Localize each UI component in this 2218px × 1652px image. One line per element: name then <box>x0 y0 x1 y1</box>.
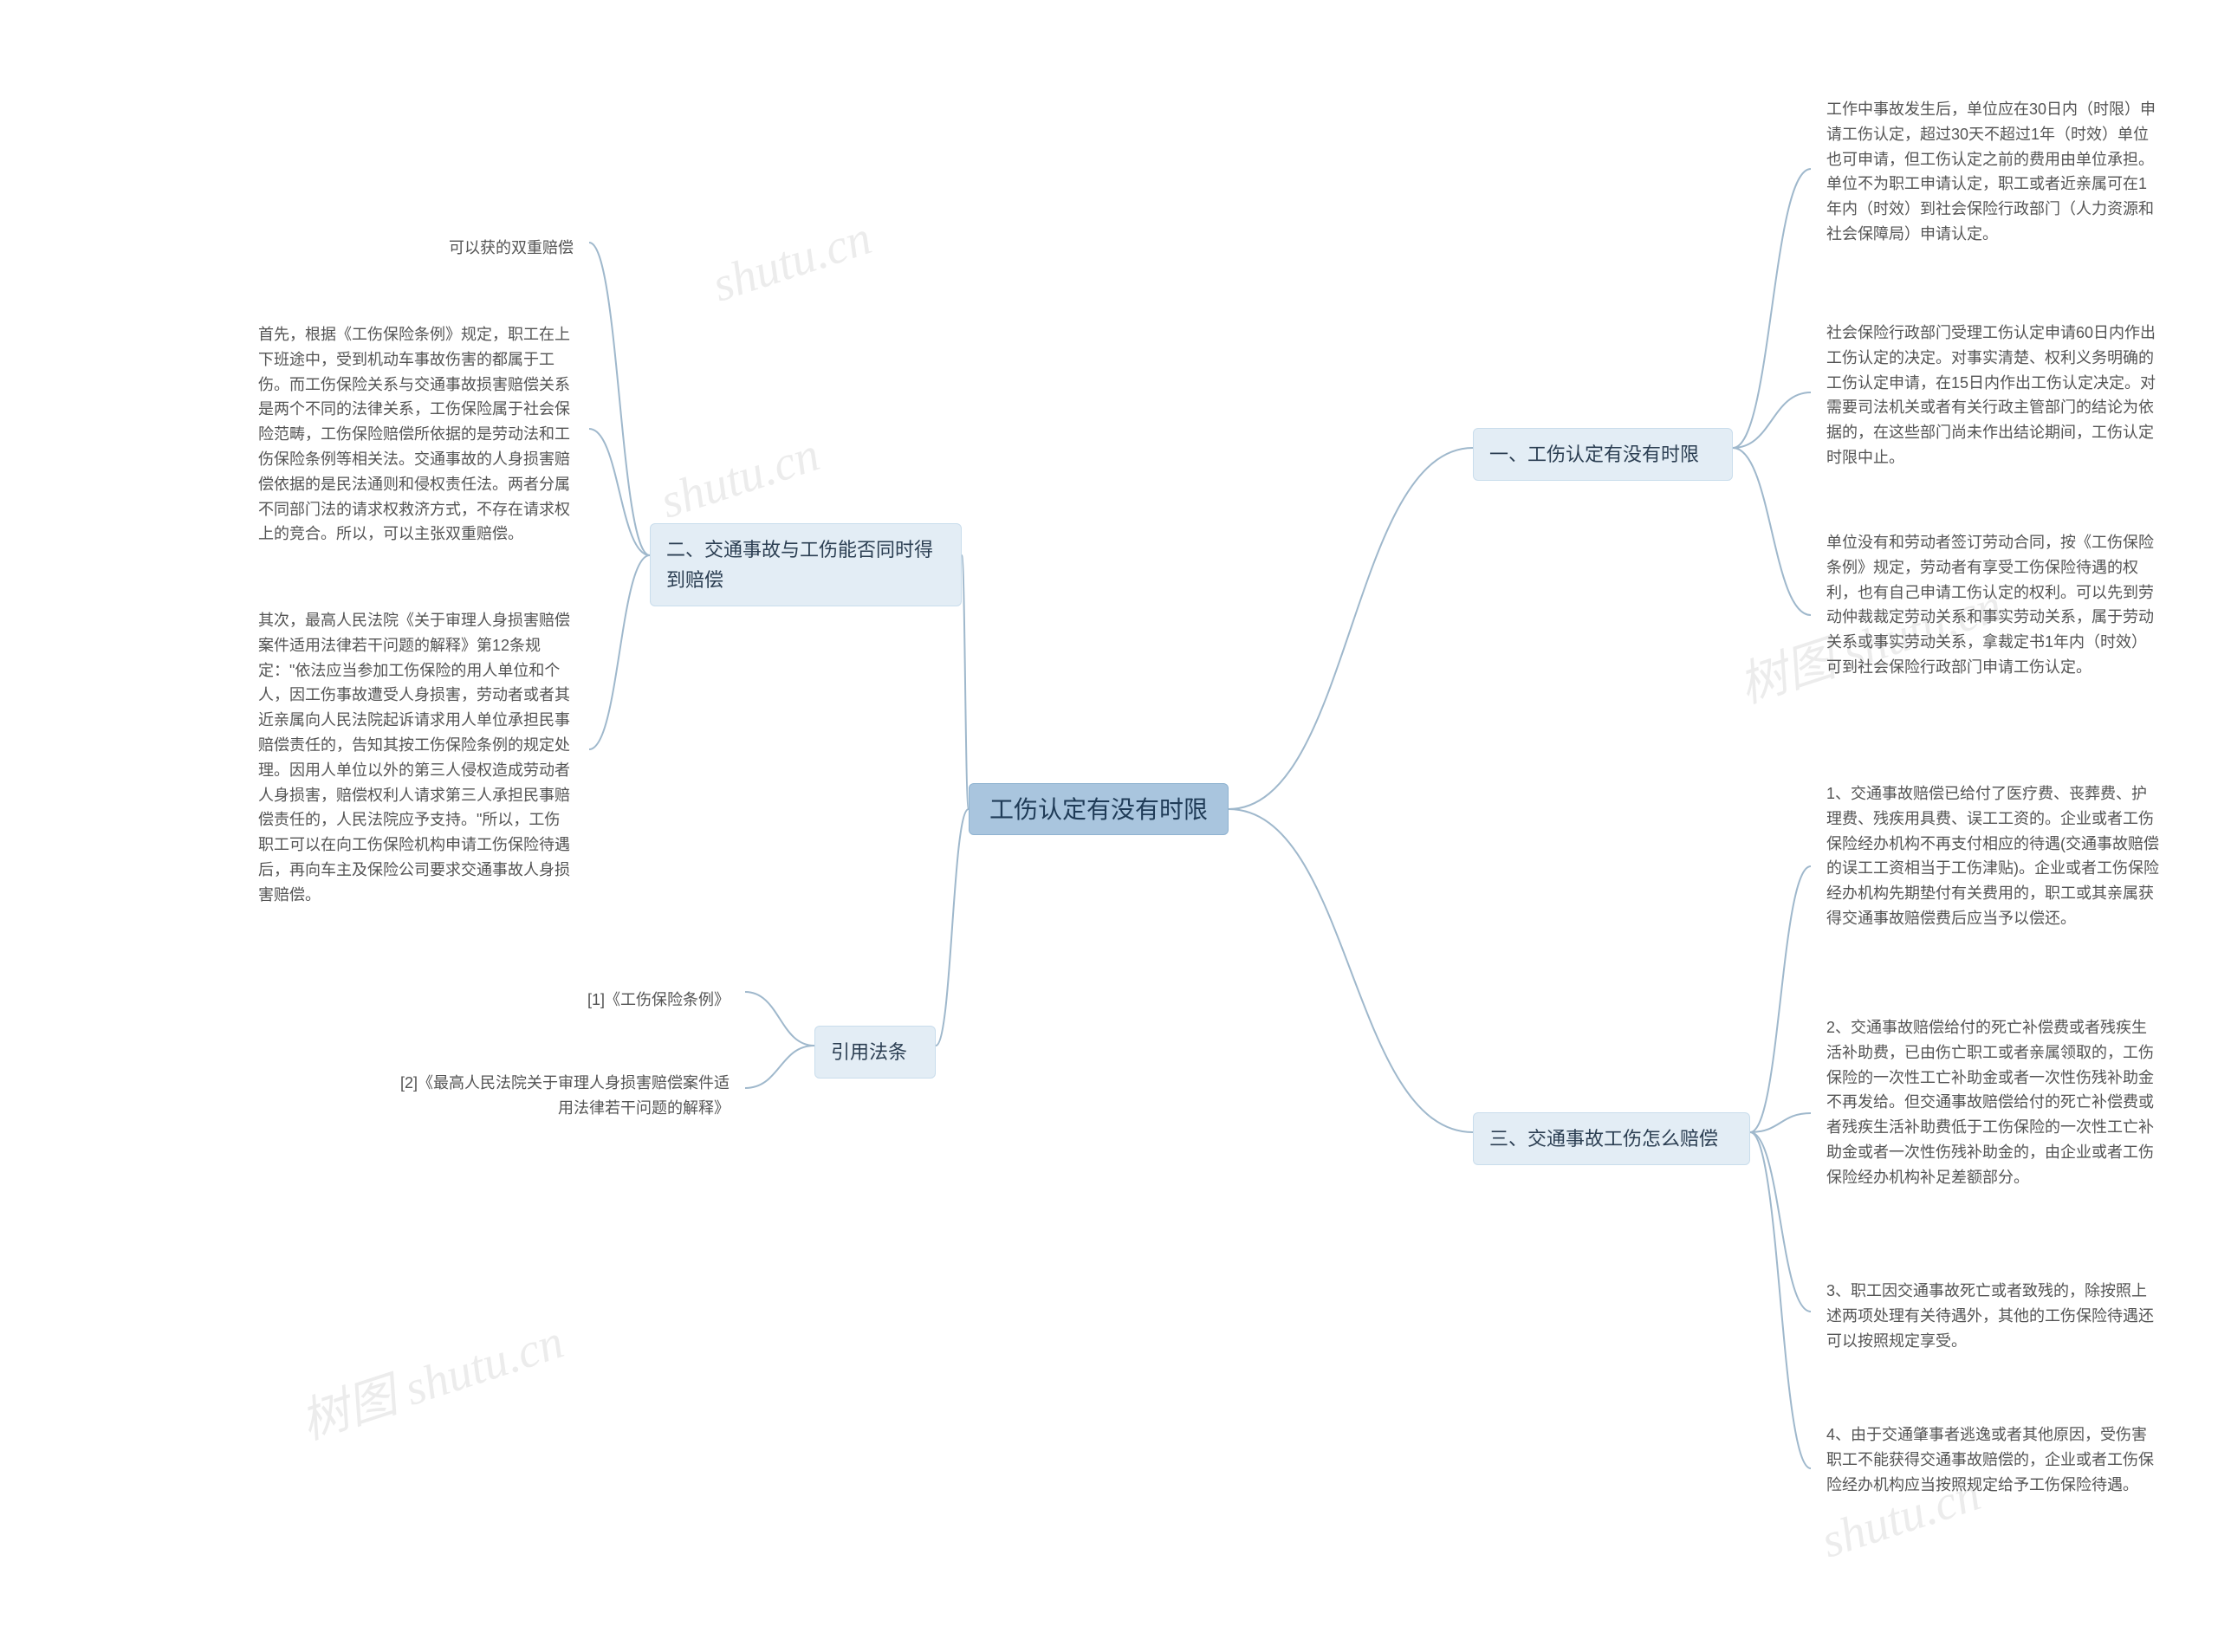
watermark-2: shutu.cn <box>654 426 827 529</box>
leaf-b3-2: 3、职工因交通事故死亡或者致残的，除按照上述两项处理有关待遇外，其他的工伤保险待… <box>1811 1268 2175 1364</box>
leaf-b2-0: 可以获的双重赔偿 <box>295 225 589 271</box>
leaf-b3-1: 2、交通事故赔偿给付的死亡补偿费或者残疾生活补助费，已由伤亡职工或者亲属领取的，… <box>1811 1005 2175 1201</box>
leaf-b2-2: 其次，最高人民法院《关于审理人身损害赔偿案件适用法律若干问题的解释》第12条规定… <box>243 598 589 918</box>
branch-b2: 二、交通事故与工伤能否同时得到赔偿 <box>650 523 962 606</box>
watermark-0: shutu.cn <box>706 210 879 313</box>
branch-b3: 三、交通事故工伤怎么赔偿 <box>1473 1112 1750 1165</box>
watermark-3: 树图 shutu.cn <box>290 1302 571 1453</box>
branch-b4: 引用法条 <box>814 1026 936 1079</box>
leaf-b4-0: [1]《工伤保险条例》 <box>399 977 745 1023</box>
branch-b1: 一、工伤认定有没有时限 <box>1473 428 1733 481</box>
leaf-b1-2: 单位没有和劳动者签订劳动合同，按《工伤保险条例》规定，劳动者有享受工伤保险待遇的… <box>1811 520 2175 690</box>
leaf-b3-0: 1、交通事故赔偿已给付了医疗费、丧葬费、护理费、残疾用具费、误工工资的。企业或者… <box>1811 771 2175 942</box>
leaf-b2-1: 首先，根据《工伤保险条例》规定，职工在上下班途中，受到机动车事故伤害的都属于工伤… <box>243 312 589 557</box>
leaf-b3-3: 4、由于交通肇事者逃逸或者其他原因，受伤害职工不能获得交通事故赔偿的，企业或者工… <box>1811 1412 2175 1507</box>
leaf-b1-1: 社会保险行政部门受理工伤认定申请60日内作出工伤认定的决定。对事实清楚、权利义务… <box>1811 310 2175 481</box>
leaf-b1-0: 工作中事故发生后，单位应在30日内（时限）申请工伤认定，超过30天不超过1年（时… <box>1811 87 2175 257</box>
center-node: 工伤认定有没有时限 <box>969 783 1229 835</box>
leaf-b4-1: [2]《最高人民法院关于审理人身损害赔偿案件适用法律若干问题的解释》 <box>381 1060 745 1131</box>
